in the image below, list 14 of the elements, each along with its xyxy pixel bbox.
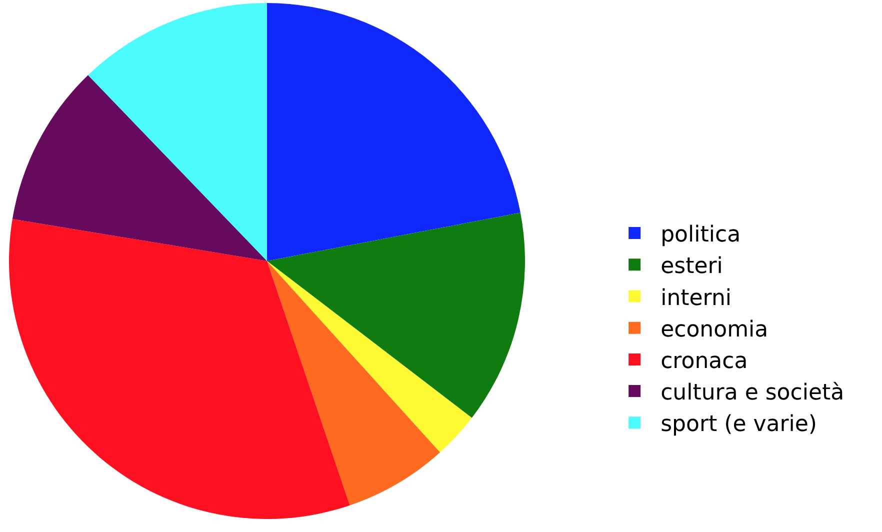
legend-label: sport (e varie)	[660, 412, 818, 438]
pie-slice	[267, 212, 525, 418]
pie-slice	[9, 219, 350, 519]
legend-label: esteri	[660, 254, 723, 280]
legend-label: cronaca	[660, 349, 748, 374]
legend-label: interni	[660, 286, 732, 311]
pie-slice	[267, 261, 472, 452]
legend-label: economia	[660, 317, 768, 342]
legend-label: politica	[660, 222, 741, 248]
pie-slice	[267, 261, 440, 506]
pie-slice	[12, 75, 267, 261]
pie-slice	[267, 3, 520, 261]
legend-label: cultura e società	[660, 380, 844, 406]
pie-slice	[88, 3, 267, 261]
